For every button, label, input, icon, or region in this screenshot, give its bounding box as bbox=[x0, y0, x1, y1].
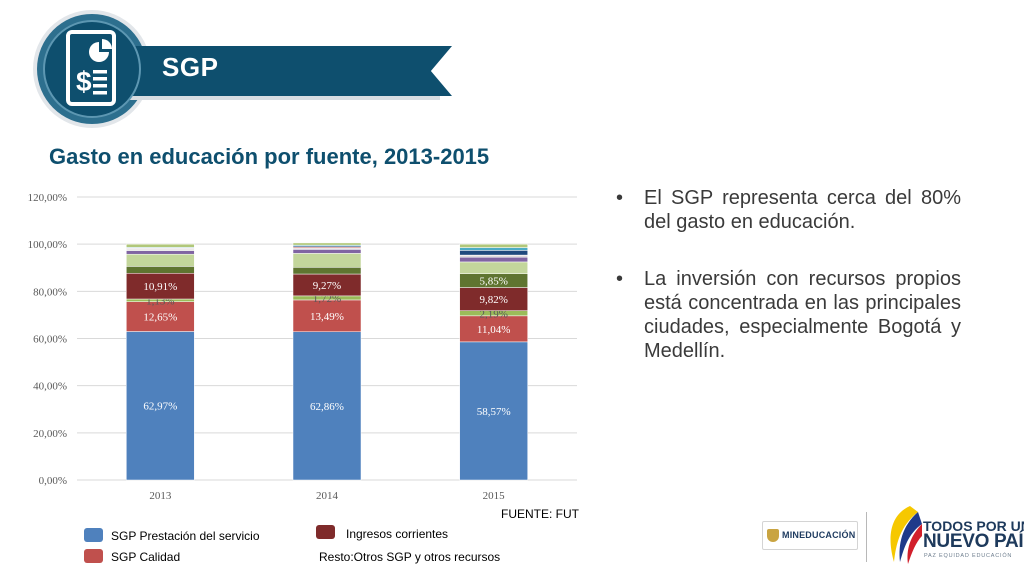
bar-segment bbox=[126, 301, 195, 332]
invoice-dollar-pie-icon: $ bbox=[66, 30, 116, 106]
tpun-logo-line2: NUEVO PAÍS bbox=[923, 531, 1024, 552]
bar-segment bbox=[292, 299, 362, 333]
svg-text:$: $ bbox=[76, 66, 92, 97]
bar-segment bbox=[292, 253, 362, 268]
colombia-flag-swoosh-icon bbox=[890, 506, 922, 564]
data-label: 9,82% bbox=[479, 294, 507, 306]
bar-segment bbox=[292, 267, 362, 275]
data-label: 62,97% bbox=[143, 401, 177, 413]
chart-title: Gasto en educación por fuente, 2013-2015 bbox=[49, 144, 490, 169]
data-label: 12,65% bbox=[143, 312, 177, 324]
legend-swatch-prestacion bbox=[84, 528, 103, 542]
bar-segment bbox=[459, 247, 528, 251]
source-note: FUENTE: FUT bbox=[501, 507, 579, 521]
legend-label-prestacion: SGP Prestación del servicio bbox=[111, 529, 260, 543]
data-label: 62,86% bbox=[310, 401, 344, 413]
bullet-dot: • bbox=[616, 187, 624, 209]
bullet-list: • El SGP representa cerca del 80% del gas… bbox=[614, 186, 961, 363]
bullet-item: • La inversión con recursos propios está … bbox=[614, 267, 961, 363]
bar-segment bbox=[459, 315, 528, 343]
title-banner-shadow bbox=[100, 96, 440, 100]
data-label: 11,04% bbox=[477, 324, 511, 336]
bar-segment bbox=[126, 250, 195, 255]
legend-label-resto: Resto:Otros SGP y otros recursos bbox=[319, 550, 501, 564]
bar-segment bbox=[459, 341, 528, 481]
data-label: 5,85% bbox=[479, 276, 507, 288]
bar-segment bbox=[459, 243, 528, 248]
y-tick-label: 20,00% bbox=[33, 428, 67, 440]
logo-divider bbox=[866, 512, 867, 562]
y-tick-label: 80,00% bbox=[33, 286, 67, 298]
legend-swatch-calidad bbox=[84, 549, 103, 563]
bar-segment bbox=[292, 331, 362, 481]
legend-label-calidad: SGP Calidad bbox=[111, 550, 181, 564]
bullet-item: • El SGP representa cerca del 80% del gas… bbox=[614, 186, 961, 234]
section-title: SGP bbox=[162, 52, 219, 82]
bullet-text: El SGP representa cerca del 80% del gast… bbox=[644, 187, 961, 233]
coat-of-arms-icon bbox=[767, 529, 779, 542]
data-label: 9,27% bbox=[313, 280, 341, 292]
bar-segment bbox=[459, 261, 528, 274]
data-label: 2,19% bbox=[479, 308, 507, 320]
legend-label-ingresos: Ingresos corrientes bbox=[346, 527, 449, 541]
bar-segment bbox=[126, 243, 195, 248]
bar-segment bbox=[126, 331, 195, 481]
data-label: 13,49% bbox=[310, 311, 344, 323]
x-tick-label: 2015 bbox=[483, 490, 506, 502]
x-tick-label: 2014 bbox=[316, 490, 339, 502]
tpun-logo-line1: TODOS POR UN bbox=[923, 518, 1024, 534]
bullet-dot: • bbox=[616, 268, 624, 290]
y-tick-label: 40,00% bbox=[33, 381, 67, 393]
bar-segment bbox=[126, 266, 195, 274]
y-tick-label: 120,00% bbox=[28, 192, 67, 204]
bar-segment bbox=[459, 250, 528, 256]
stacked-bar-chart: 0,00% 20,00% 40,00% 60,00% 80,00% 100,00% 120,… bbox=[28, 192, 577, 502]
y-tick-label: 60,00% bbox=[33, 334, 67, 346]
data-label: 10,91% bbox=[143, 281, 177, 293]
tpun-logo-line3: PAZ EQUIDAD EDUCACIÓN bbox=[924, 553, 1013, 559]
bar-segment bbox=[126, 273, 195, 300]
mineducacion-logo: MINEDUCACIÓN bbox=[762, 521, 858, 550]
bullet-text: La inversión con recursos propios está c… bbox=[644, 268, 961, 362]
bar-segment bbox=[292, 242, 362, 246]
data-label: 58,57% bbox=[477, 406, 511, 418]
bar-segment bbox=[292, 249, 362, 254]
bar-segment bbox=[126, 253, 195, 267]
mineducacion-label: MINEDUCACIÓN bbox=[782, 530, 856, 540]
y-tick-label: 0,00% bbox=[39, 475, 67, 487]
y-tick-label: 100,00% bbox=[28, 239, 67, 251]
legend-swatch-ingresos bbox=[316, 525, 335, 539]
title-banner bbox=[100, 46, 452, 96]
x-tick-label: 2013 bbox=[149, 490, 172, 502]
header-badge-center bbox=[43, 20, 141, 118]
bar-segment bbox=[459, 256, 528, 263]
